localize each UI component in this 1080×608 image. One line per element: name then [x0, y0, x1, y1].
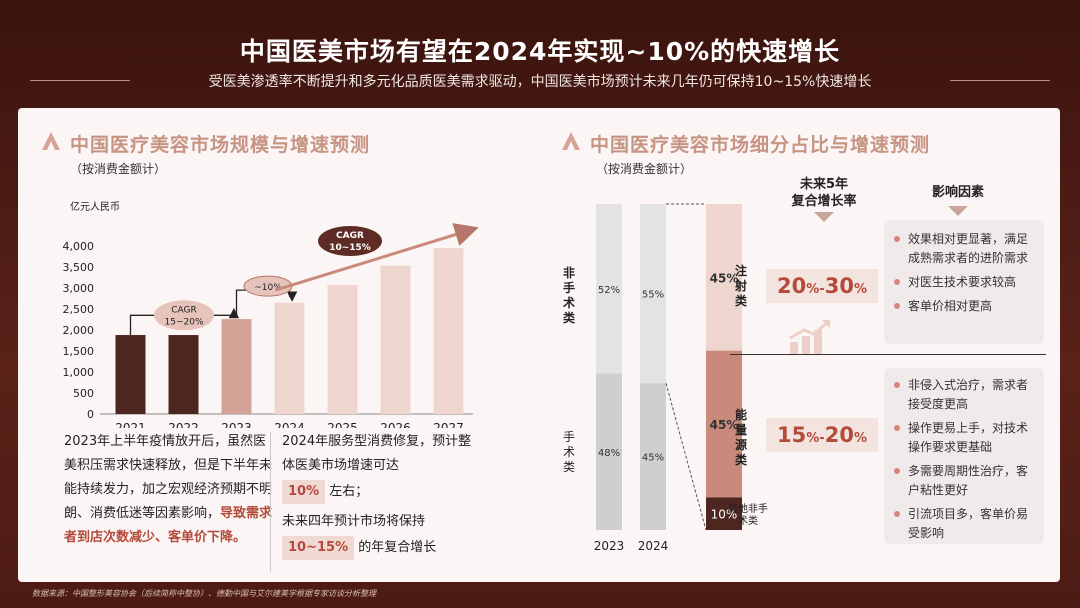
- rate-injection: 20%-30%: [766, 269, 878, 303]
- segment-divider: [730, 354, 1046, 355]
- label-other: 其他非手术类: [728, 504, 768, 527]
- col-head-factor: 影响因素: [931, 185, 984, 200]
- right-panel-title: 中国医疗美容市场细分占比与增速预测: [590, 134, 931, 156]
- annotation-label: 10~15%: [329, 243, 371, 253]
- stacked-bar-segment: [706, 350, 742, 498]
- analysis-text-2b: 左右；: [329, 484, 369, 499]
- analysis-text-2: 2024年服务型消费修复，预计整体医美市场增速可达: [282, 434, 472, 473]
- annotation-label: CAGR: [336, 231, 364, 241]
- stacked-bar-segment: [706, 497, 742, 530]
- factors-injection: 效果相对更显著，满足成熟需求者的进阶需求 对医生技术要求较高 客单价相对更高: [884, 220, 1044, 344]
- brand-logo-icon: [42, 132, 60, 150]
- factor-item: 引流项目多，客单价易受影响: [890, 505, 1038, 543]
- title-rule-left: [30, 80, 130, 81]
- y-tick-label: 1,500: [63, 345, 95, 358]
- bar: [115, 335, 146, 414]
- sub-title: 受医美渗透率不断提升和多元化品质医美需求驱动，中国医美市场预计未来几年仍可保持1…: [208, 74, 872, 90]
- y-tick-label: 2,500: [63, 303, 95, 316]
- rate-energy: 15%-20%: [766, 418, 878, 452]
- left-panel-title: 中国医疗美容市场规模与增速预测: [70, 134, 371, 156]
- title-rule-right: [950, 80, 1050, 81]
- label-energy: 能量源类: [734, 408, 747, 467]
- analysis-text-1: 2023年上半年疫情放开后，虽然医美积压需求快速释放，但是下半年未能持续发力，加…: [64, 434, 273, 521]
- factor-item: 非侵入式治疗，需求者接受度更高: [890, 376, 1038, 414]
- data-label: 10%: [711, 508, 738, 522]
- bar: [221, 319, 252, 414]
- data-label: 45%: [710, 271, 739, 285]
- analysis-text-right: 2024年服务型消费修复，预计整体医美市场增速可达 10% 左右； 未来四年预计…: [282, 430, 482, 560]
- stacked-bar-segment: [596, 373, 622, 530]
- factor-item: 对医生技术要求较高: [890, 273, 1038, 292]
- annotation-bubble: [318, 225, 382, 256]
- stacked-bar-segment: [640, 204, 666, 384]
- col-head-rate: 未来5年 复合增长率: [791, 177, 857, 209]
- right-panel-note: （按消费金额计）: [596, 162, 693, 176]
- stacked-bar-segment: [640, 383, 666, 530]
- label-nonsurgical: 非手术类: [562, 266, 575, 325]
- analysis-text-left: 2023年上半年疫情放开后，虽然医美积压需求快速释放，但是下半年未能持续发力，加…: [64, 430, 274, 550]
- factors-energy: 非侵入式治疗，需求者接受度更高 操作更易上手，对技术操作要求更基础 多需要周期性…: [884, 368, 1044, 544]
- y-tick-label: 4,000: [63, 240, 95, 253]
- y-tick-label: 2,000: [63, 324, 95, 337]
- main-title: 中国医美市场有望在2024年实现~10%的快速增长: [239, 37, 841, 66]
- growth-2024-badge: 10%: [282, 480, 326, 504]
- x-tick-label: 2023: [221, 421, 252, 428]
- bar: [380, 265, 411, 414]
- x-tick-label: 2024: [638, 539, 669, 553]
- y-axis-label: 亿元人民币: [70, 200, 120, 213]
- x-tick-label: 2021: [115, 421, 146, 428]
- analysis-text-3: 未来四年预计市场将保持: [282, 514, 426, 529]
- factor-item: 效果相对更显著，满足成熟需求者的进阶需求: [890, 230, 1038, 268]
- chevron-down-icon-2: [948, 206, 968, 216]
- bar: [274, 302, 305, 414]
- annotation-bubble: [154, 300, 214, 331]
- y-tick-label: 0: [87, 408, 94, 421]
- annotation-label: ~10%: [254, 283, 282, 293]
- left-panel-note: （按消费金额计）: [70, 162, 167, 176]
- y-tick-label: 3,000: [63, 282, 95, 295]
- data-label: 45%: [642, 453, 664, 464]
- chevron-down-icon: [814, 212, 834, 222]
- x-tick-label: 2025: [327, 421, 358, 428]
- factor-item: 操作更易上手，对技术操作要求更基础: [890, 419, 1038, 457]
- analysis-highlight-1: 导致需求者到店次数减少、客单价下降。: [64, 506, 273, 545]
- bar: [433, 248, 464, 414]
- bar: [168, 335, 199, 414]
- source-note: 数据来源：中国整形美容协会（后续简称中整协）、德勤中国与艾尔建美学根据专家访谈分…: [32, 589, 376, 598]
- x-tick-label: 2023: [594, 539, 625, 553]
- analysis-text-3b: 的年复合增长: [358, 540, 437, 555]
- x-tick-label: 2026: [380, 421, 411, 428]
- trend-arrow: [275, 223, 479, 292]
- y-tick-label: 1,000: [63, 366, 95, 379]
- annotation-label: CAGR: [171, 305, 197, 315]
- data-label: 45%: [710, 418, 739, 432]
- x-tick-label: 2024: [274, 421, 305, 428]
- data-label: 48%: [598, 448, 620, 459]
- stacked-bar-segment: [596, 204, 622, 374]
- data-label: 55%: [642, 290, 664, 301]
- y-tick-label: 3,500: [63, 261, 95, 274]
- data-label: 52%: [598, 285, 620, 296]
- bar: [327, 285, 358, 414]
- x-tick-label: 2027: [433, 421, 464, 428]
- stacked-bar-segment: [706, 204, 742, 351]
- growth-chart-icon: [789, 320, 830, 354]
- label-injection: 注射类: [734, 264, 747, 308]
- y-tick-label: 500: [73, 387, 94, 400]
- cagr-badge: 10~15%: [282, 536, 355, 560]
- brand-logo-icon-2: [562, 132, 580, 150]
- factor-item: 客单价相对更高: [890, 297, 1038, 316]
- market-size-chart: 亿元人民币 0 500 1,000 1,500 2,000 2,500 3,000 3,500 4…: [63, 200, 479, 428]
- segment-share-chart: 52% 48% 2023 55% 45% 2024 45% 45% 10%: [594, 203, 742, 553]
- connector-line: [665, 383, 707, 531]
- label-surgical: 手术类: [562, 430, 575, 474]
- factor-item: 多需要周期性治疗，客户粘性更好: [890, 462, 1038, 500]
- text-divider: [270, 432, 271, 572]
- x-tick-label: 2022: [168, 421, 199, 428]
- annotation-label: 15~20%: [165, 317, 204, 327]
- content-panel: 中国医疗美容市场规模与增速预测 （按消费金额计） 亿元人民币 0 500 1,000 1…: [18, 108, 1060, 582]
